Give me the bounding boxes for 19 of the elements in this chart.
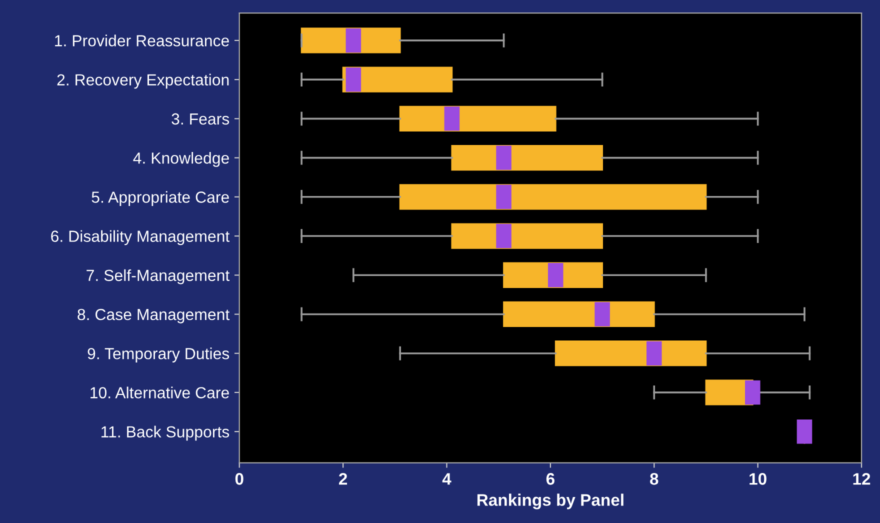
x-tick-label: 6 [546,473,554,485]
x-axis-title: Rankings by Panel [477,494,624,510]
y-tick-label: 8. Case Management [78,308,230,324]
x-tick-label: 10 [750,473,766,485]
y-tick-label: 2. Recovery Expectation [57,74,229,89]
y-tick-label: 3. Fears [172,113,230,125]
y-tick-label: 5. Appropriate Care [92,191,229,206]
y-tick-label: 10. Alternative Care [90,386,229,398]
y-tick-label: 1. Provider Reassurance [55,34,229,46]
y-tick-label: 4. Knowledge [133,152,229,167]
y-tick-label: 6. Disability Management [51,230,230,246]
x-tick-label: 2 [338,473,348,485]
y-tick-label: 9. Temporary Duties [88,348,230,362]
x-tick-label: 12 [853,473,870,485]
x-tick-label: 0 [235,473,244,485]
x-tick-label: 8 [650,473,658,485]
y-tick-label: 7. Self-Management [86,269,230,284]
y-tick-label: 11. Back Supports [102,426,230,441]
x-tick-label: 4 [442,473,452,485]
